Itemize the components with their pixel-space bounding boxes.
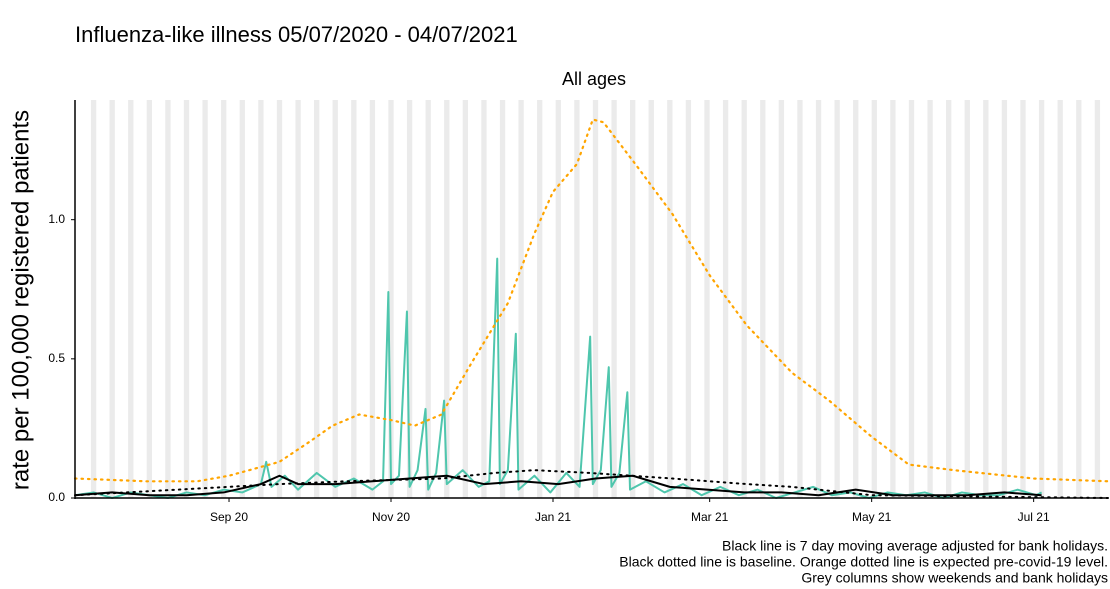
weekend-column	[871, 100, 877, 498]
weekend-column	[518, 100, 524, 498]
weekend-columns	[90, 100, 1101, 498]
weekend-column	[425, 100, 431, 498]
panel-title: All ages	[562, 69, 626, 89]
weekend-column	[388, 100, 394, 498]
weekend-column	[592, 100, 599, 498]
weekend-column	[722, 100, 729, 498]
weekend-column	[1020, 100, 1026, 498]
weekend-column	[853, 100, 859, 498]
y-tick-label: 1.0	[48, 212, 65, 226]
weekend-column	[202, 100, 208, 498]
weekend-column	[760, 100, 766, 498]
weekend-column	[1094, 100, 1101, 498]
weekend-column	[481, 100, 487, 498]
footnote: Grey columns show weekends and bank holi…	[801, 570, 1108, 586]
weekend-column	[908, 100, 915, 498]
footnote: Black line is 7 day moving average adjus…	[722, 538, 1108, 554]
weekend-column	[276, 100, 283, 498]
weekend-column	[221, 100, 227, 498]
weekend-column	[648, 100, 654, 498]
x-tick-label: Sep 20	[210, 510, 248, 524]
weekend-column	[667, 100, 673, 498]
weekend-column	[797, 100, 803, 498]
weekend-column	[1038, 100, 1045, 498]
weekend-column	[406, 100, 413, 498]
weekend-column	[704, 100, 710, 498]
weekend-column	[258, 100, 264, 498]
weekend-column	[1001, 100, 1008, 498]
y-tick-label: 0.0	[48, 490, 65, 504]
y-axis-label: rate per 100,000 registered patients	[7, 110, 34, 490]
weekend-column	[778, 100, 785, 498]
weekend-column	[165, 100, 171, 498]
weekend-column	[332, 100, 338, 498]
x-tick-label: Mar 21	[691, 510, 729, 524]
weekend-column	[1076, 100, 1082, 498]
weekend-column	[964, 100, 970, 498]
chart-title: Influenza-like illness 05/07/2020 - 04/0…	[75, 22, 518, 47]
x-tick-label: Nov 20	[372, 510, 410, 524]
weekend-column	[890, 100, 896, 498]
x-tick-label: Jan 21	[535, 510, 571, 524]
weekend-column	[499, 100, 506, 498]
weekend-column	[685, 100, 692, 498]
weekend-column	[444, 100, 450, 498]
weekend-column	[239, 100, 245, 498]
series-line	[74, 469, 1109, 499]
weekend-column	[983, 100, 989, 498]
weekend-column	[462, 100, 469, 498]
weekend-column	[630, 100, 636, 498]
weekend-column	[574, 100, 580, 498]
y-tick-label: 0.5	[48, 351, 65, 365]
weekend-column	[946, 100, 952, 498]
weekend-column	[611, 100, 617, 498]
weekend-column	[351, 100, 357, 498]
footnote: Black dotted line is baseline. Orange do…	[619, 554, 1108, 570]
x-tick-label: Jul 21	[1018, 510, 1050, 524]
weekend-column	[313, 100, 320, 498]
weekend-column	[128, 100, 134, 498]
weekend-column	[90, 100, 97, 498]
weekend-column	[183, 100, 190, 498]
weekend-column	[295, 100, 301, 498]
weekend-column	[834, 100, 840, 498]
weekend-column	[537, 100, 543, 498]
weekend-column	[146, 100, 153, 498]
weekend-column	[741, 100, 747, 498]
weekend-column	[1057, 100, 1063, 498]
x-tick-label: May 21	[852, 510, 892, 524]
weekend-column	[369, 100, 376, 498]
weekend-column	[555, 100, 561, 498]
series-line	[74, 474, 1042, 497]
weekend-column	[815, 100, 822, 498]
weekend-column	[109, 100, 115, 498]
weekend-column	[927, 100, 933, 498]
